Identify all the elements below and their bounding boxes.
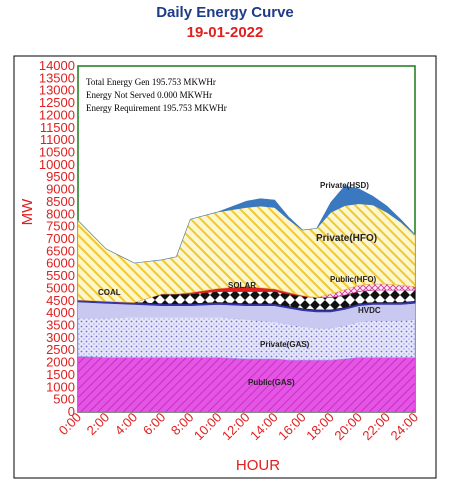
label-hvdc: HVDC bbox=[358, 306, 381, 315]
y-tick-label: 14000 bbox=[39, 58, 75, 73]
y-tick-label: 6000 bbox=[46, 256, 75, 271]
y-tick-label: 11000 bbox=[40, 132, 75, 147]
y-axis-title: MW bbox=[19, 198, 36, 225]
y-tick-label: 11500 bbox=[40, 120, 75, 135]
y-tick-label: 8000 bbox=[46, 206, 75, 221]
y-tick-label: 500 bbox=[53, 392, 75, 407]
y-tick-label: 4500 bbox=[46, 293, 75, 308]
x-tick-label: 16:00 bbox=[275, 410, 309, 444]
area-private-hsd bbox=[77, 185, 416, 264]
y-tick-label: 9500 bbox=[46, 169, 75, 184]
annotation-requirement: Energy Requirement 195.753 MKWHr bbox=[86, 103, 227, 113]
y-tick-label: 7500 bbox=[46, 219, 75, 234]
y-tick-label: 5500 bbox=[46, 268, 75, 283]
x-tick-label: 12:00 bbox=[219, 410, 253, 444]
chart-title: Daily Energy Curve bbox=[156, 4, 294, 21]
x-tick-label: 18:00 bbox=[303, 410, 337, 444]
x-tick-label: 2:00 bbox=[84, 410, 113, 439]
y-tick-label: 5000 bbox=[46, 280, 75, 295]
label-private-gas: Private(GAS) bbox=[260, 340, 310, 349]
label-public-gas: Public(GAS) bbox=[248, 378, 295, 387]
label-public-hfo: Public(HFO) bbox=[330, 275, 377, 284]
y-tick-label: 6500 bbox=[46, 243, 75, 258]
y-tick-label: 2000 bbox=[46, 355, 75, 370]
y-tick-label: 3000 bbox=[46, 330, 75, 345]
x-tick-label: 24:00 bbox=[388, 410, 422, 444]
x-tick-label: 6:00 bbox=[140, 410, 169, 439]
y-tick-label: 7000 bbox=[46, 231, 75, 246]
y-tick-label: 10500 bbox=[39, 145, 75, 160]
x-tick-label: 22:00 bbox=[359, 410, 393, 444]
annotation-total-gen: Total Energy Gen 195.753 MKWHr bbox=[86, 77, 216, 87]
y-tick-label: 4000 bbox=[46, 305, 75, 320]
area-public-gas bbox=[77, 356, 416, 413]
y-tick-label: 12500 bbox=[39, 95, 75, 110]
y-tick-label: 0 bbox=[68, 404, 75, 419]
y-tick-label: 13000 bbox=[39, 83, 75, 98]
x-tick-label: 20:00 bbox=[331, 410, 365, 444]
area-private-gas bbox=[77, 316, 416, 361]
x-tick-label: 4:00 bbox=[112, 410, 141, 439]
chart-subtitle: 19-01-2022 bbox=[186, 24, 264, 41]
label-coal: COAL bbox=[98, 288, 121, 297]
annotation-not-served: Energy Not Served 0.000 MKWHr bbox=[86, 90, 212, 100]
y-tick-label: 3500 bbox=[46, 318, 75, 333]
y-tick-label: 8500 bbox=[46, 194, 75, 209]
y-tick-label: 9000 bbox=[46, 182, 75, 197]
y-tick-label: 12000 bbox=[39, 107, 75, 122]
x-axis-title: HOUR bbox=[236, 457, 280, 474]
y-tick-label: 1500 bbox=[46, 367, 75, 382]
label-private-hsd: Private(HSD) bbox=[320, 181, 369, 190]
label-solar: SOLAR bbox=[228, 281, 256, 290]
y-tick-label: 1000 bbox=[46, 379, 75, 394]
y-tick-label: 10000 bbox=[39, 157, 75, 172]
label-private-hfo: Private(HFO) bbox=[316, 233, 377, 244]
y-tick-label: 2500 bbox=[46, 342, 75, 357]
outer-frame bbox=[13, 55, 437, 479]
y-tick-label: 13500 bbox=[39, 70, 75, 85]
x-tick-label: 0:00 bbox=[56, 410, 85, 439]
x-tick-label: 14:00 bbox=[247, 410, 281, 444]
x-tick-label: 10:00 bbox=[191, 410, 225, 444]
